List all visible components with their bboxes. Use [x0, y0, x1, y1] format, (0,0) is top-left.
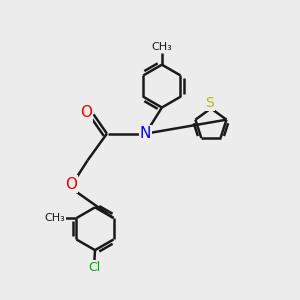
Text: CH₃: CH₃ — [152, 43, 172, 52]
Text: O: O — [65, 177, 77, 192]
Text: N: N — [140, 126, 151, 141]
Text: O: O — [80, 105, 92, 120]
Text: Cl: Cl — [88, 262, 100, 275]
Text: S: S — [205, 96, 214, 110]
Text: CH₃: CH₃ — [45, 213, 65, 223]
